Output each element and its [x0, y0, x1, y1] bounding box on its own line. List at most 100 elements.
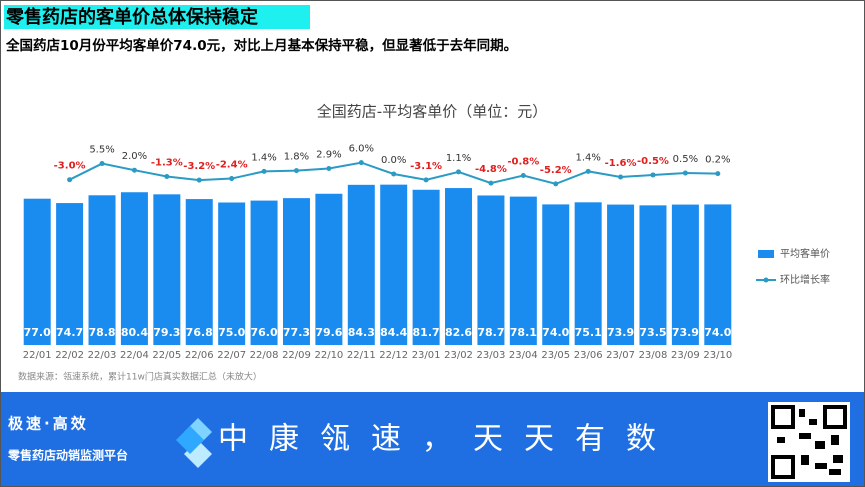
subtitle: 全国药店10月份平均客单价74.0元，对比上月基本保持平稳，但显著低于去年同期。	[5, 37, 517, 54]
source-note: 数据来源：瓴速系统，累计11w门店真实数据汇总（未放大）	[18, 371, 262, 383]
line-label: 1.4%	[575, 152, 600, 163]
bar-label: 75.0	[218, 326, 245, 339]
line-label: -0.5%	[637, 156, 669, 167]
x-tick-label: 22/11	[347, 350, 376, 361]
bar	[315, 193, 343, 345]
footer-slogan: 极速·高效	[8, 415, 89, 433]
footer-band	[1, 392, 864, 486]
bar	[380, 184, 408, 345]
bar-label: 78.1	[510, 326, 537, 339]
line-label: 5.5%	[89, 145, 114, 156]
line-point	[553, 181, 559, 187]
bar	[153, 194, 181, 345]
x-tick-label: 23/01	[412, 350, 441, 361]
footer-motto: 中康瓴速，天天有数	[218, 422, 677, 457]
line-point	[99, 161, 105, 167]
x-tick-label: 23/07	[606, 350, 635, 361]
bar-label: 73.9	[607, 326, 634, 339]
line-point	[67, 177, 73, 183]
slide-title: 零售药店的客单价总体保持稳定	[5, 6, 258, 28]
line-label: -1.3%	[151, 157, 183, 168]
bar	[477, 195, 505, 345]
line-point	[229, 176, 235, 182]
line-label: 2.9%	[316, 149, 341, 160]
x-tick-label: 22/06	[185, 350, 214, 361]
x-tick-label: 22/01	[23, 350, 52, 361]
bar-label: 84.3	[348, 326, 375, 339]
bar	[88, 195, 116, 345]
line-point	[131, 167, 137, 173]
bar-label: 75.1	[575, 326, 602, 339]
line-point	[293, 168, 299, 174]
bar-label: 84.4	[380, 326, 407, 339]
line-label: 1.1%	[446, 153, 471, 164]
line-label: -4.8%	[475, 164, 507, 175]
line-label: -5.2%	[540, 165, 572, 176]
line-point	[488, 180, 494, 186]
x-tick-label: 22/02	[55, 350, 84, 361]
bar	[23, 198, 51, 345]
x-tick-label: 22/09	[282, 350, 311, 361]
bar	[607, 204, 635, 345]
bar-label: 73.5	[639, 326, 666, 339]
qr-code	[768, 402, 850, 482]
x-tick-label: 22/10	[314, 350, 343, 361]
bar	[120, 192, 148, 345]
line-point	[715, 171, 721, 177]
line-label: -2.4%	[216, 160, 248, 171]
line-point	[358, 160, 364, 166]
line-label: 0.0%	[381, 155, 406, 166]
x-tick-label: 23/06	[574, 350, 603, 361]
bar	[509, 196, 537, 345]
line-label: -3.1%	[410, 161, 442, 172]
bar	[574, 202, 602, 345]
bar-label: 76.8	[186, 326, 213, 339]
x-tick-label: 23/03	[477, 350, 506, 361]
line-point	[682, 170, 688, 176]
line-label: 0.2%	[705, 155, 730, 166]
x-tick-label: 23/08	[639, 350, 668, 361]
line-label: 6.0%	[349, 144, 374, 155]
line-label: -3.0%	[54, 161, 86, 172]
bar-label: 78.7	[477, 326, 504, 339]
bar	[542, 204, 570, 345]
legend-swatch	[763, 277, 769, 283]
line-point	[585, 168, 591, 174]
line-label: 1.4%	[251, 152, 276, 163]
x-tick-label: 22/04	[120, 350, 149, 361]
x-tick-label: 23/02	[444, 350, 473, 361]
bar-label: 74.0	[704, 326, 731, 339]
legend-label: 环比增长率	[780, 273, 830, 286]
footer-platform: 零售药店动销监测平台	[7, 448, 128, 463]
bar-label: 79.6	[315, 326, 342, 339]
x-tick-label: 23/05	[541, 350, 570, 361]
bar-label: 78.8	[88, 326, 115, 339]
plot: 22/01 22/02 22/03 22/04 22/05 22/06 22/07 22/08…	[23, 144, 830, 361]
bar	[347, 184, 375, 345]
bar-label: 74.0	[542, 326, 569, 339]
x-tick-label: 22/12	[379, 350, 408, 361]
bar-label: 79.3	[153, 326, 180, 339]
bar	[185, 199, 213, 345]
bar	[56, 203, 84, 345]
bar	[671, 204, 699, 345]
line-point	[196, 177, 202, 183]
bar-label: 73.9	[672, 326, 699, 339]
x-tick-label: 22/08	[250, 350, 279, 361]
line-label: 2.0%	[122, 151, 147, 162]
bar	[704, 204, 732, 345]
line-point	[423, 177, 429, 183]
bar-label: 76.0	[250, 326, 277, 339]
line-point	[520, 173, 526, 179]
title-highlight	[4, 5, 310, 29]
line-label: 0.5%	[673, 154, 698, 165]
bar-label: 77.0	[24, 326, 51, 339]
x-tick-label: 22/07	[217, 350, 246, 361]
line-point	[650, 172, 656, 178]
line-point	[456, 169, 462, 175]
line-label: -1.6%	[605, 158, 637, 169]
x-tick-label: 23/10	[703, 350, 732, 361]
bar	[282, 198, 310, 345]
line-point	[391, 171, 397, 177]
